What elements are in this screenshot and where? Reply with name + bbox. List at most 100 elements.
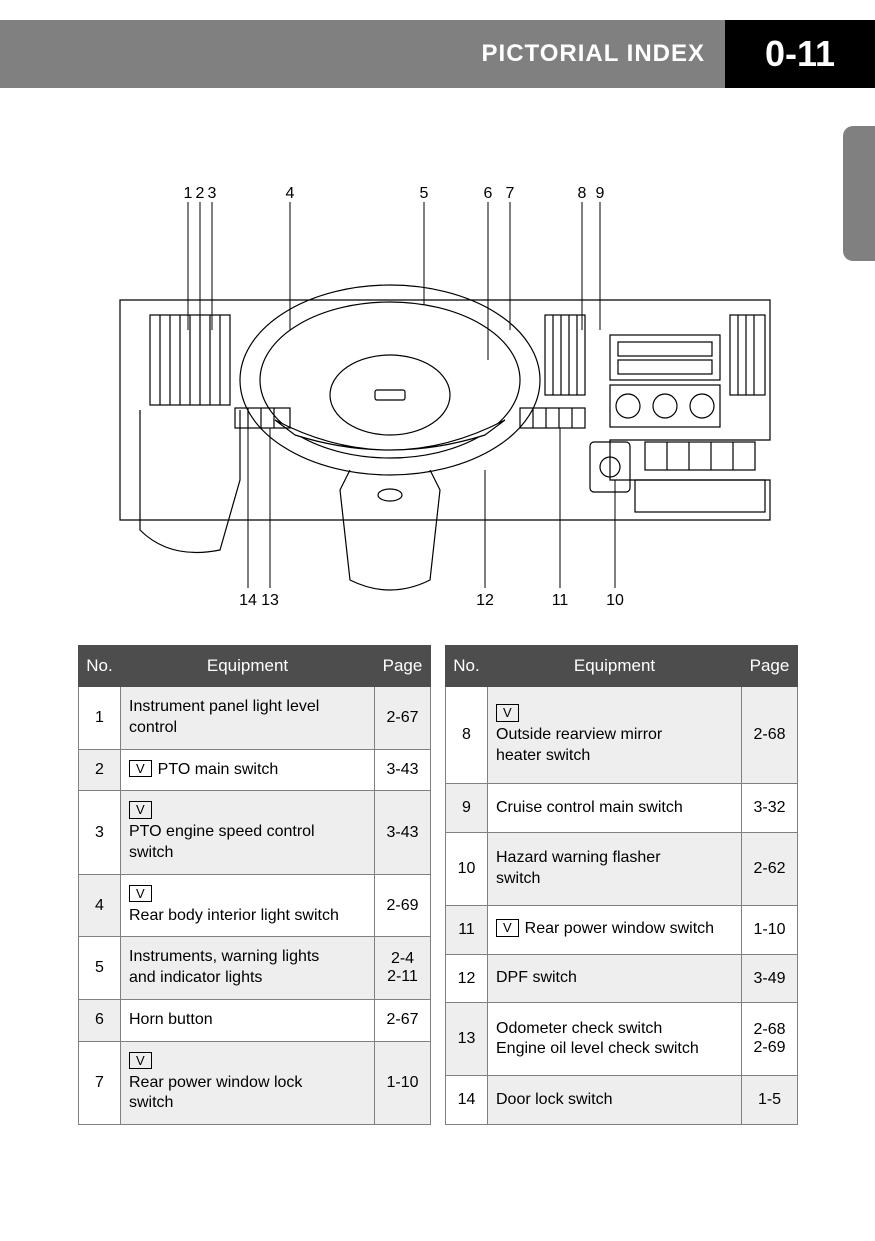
callout-label-4: 4 xyxy=(286,185,295,202)
cell-page: 3-43 xyxy=(375,749,431,791)
th-no: No. xyxy=(446,646,488,687)
callout-label-3: 3 xyxy=(208,185,217,202)
callout-label-14: 14 xyxy=(239,592,257,609)
th-page: Page xyxy=(375,646,431,687)
table-row: 13Odometer check switch Engine oil level… xyxy=(446,1003,798,1076)
cell-no: 4 xyxy=(79,874,121,937)
table-row: 11 V Rear power window switch 1-10 xyxy=(446,905,798,954)
cell-equipment: Odometer check switch Engine oil level c… xyxy=(488,1003,742,1076)
cell-no: 3 xyxy=(79,791,121,874)
variant-box: V xyxy=(129,1052,152,1070)
cell-page: 1-10 xyxy=(742,905,798,954)
equipment-text: Instrument panel light level control xyxy=(129,697,339,739)
cell-page: 3-49 xyxy=(742,954,798,1003)
callout-label-7: 7 xyxy=(506,185,515,202)
cell-page: 2-67 xyxy=(375,687,431,750)
variant-box: V xyxy=(129,801,152,819)
table-row: 4V Rear body interior light switch 2-69 xyxy=(79,874,431,937)
equipment-text: Rear body interior light switch xyxy=(129,906,339,927)
callout-label-2: 2 xyxy=(196,185,205,202)
cell-equipment: V Rear power window lock switch xyxy=(121,1041,375,1124)
equipment-text: Cruise control main switch xyxy=(496,798,683,819)
th-equipment: Equipment xyxy=(488,646,742,687)
callout-label-13: 13 xyxy=(261,592,279,609)
table-row: 14Door lock switch1-5 xyxy=(446,1076,798,1125)
callout-label-11: 11 xyxy=(552,592,569,609)
cell-no: 5 xyxy=(79,937,121,1000)
callout-label-9: 9 xyxy=(596,185,605,202)
equipment-text: Outside rearview mirror heater switch xyxy=(496,725,706,767)
header-page-number: 0-11 xyxy=(765,33,835,75)
cell-page: 2-68 2-69 xyxy=(742,1003,798,1076)
table-row: 7V Rear power window lock switch 1-10 xyxy=(79,1041,431,1124)
cell-page: 2-69 xyxy=(375,874,431,937)
variant-box: V xyxy=(129,760,152,778)
cell-page: 2-62 xyxy=(742,832,798,905)
callout-label-1: 1 xyxy=(184,185,193,202)
callout-label-10: 10 xyxy=(606,592,624,609)
equipment-text: Door lock switch xyxy=(496,1090,612,1111)
cell-page: 2-4 2-11 xyxy=(375,937,431,1000)
cell-page: 2-68 xyxy=(742,687,798,784)
header-page-box: 0-11 xyxy=(725,20,875,88)
cell-equipment: V Rear power window switch xyxy=(488,905,742,954)
cell-equipment: V Rear body interior light switch xyxy=(121,874,375,937)
side-tab xyxy=(843,126,875,261)
header-gray-bar: PICTORIAL INDEX xyxy=(0,20,725,88)
table-row: 3V PTO engine speed control switch 3-43 xyxy=(79,791,431,874)
table-row: 8V Outside rearview mirror heater switch 2… xyxy=(446,687,798,784)
cell-no: 11 xyxy=(446,905,488,954)
cell-equipment: Instruments, warning lights and indicato… xyxy=(121,937,375,1000)
cell-equipment: Cruise control main switch xyxy=(488,784,742,833)
callout-label-6: 6 xyxy=(484,185,493,202)
table-row: 12 DPF switch 3-49 xyxy=(446,954,798,1003)
cell-no: 7 xyxy=(79,1041,121,1124)
cell-equipment: V Outside rearview mirror heater switch xyxy=(488,687,742,784)
equipment-text: PTO main switch xyxy=(158,760,279,781)
cell-equipment: Door lock switch xyxy=(488,1076,742,1125)
th-no: No. xyxy=(79,646,121,687)
cell-equipment: DPF switch xyxy=(488,954,742,1003)
th-page: Page xyxy=(742,646,798,687)
dashboard-diagram: 123456789 xyxy=(90,180,780,610)
equipment-text: Odometer check switch Engine oil level c… xyxy=(496,1019,699,1061)
th-equipment: Equipment xyxy=(121,646,375,687)
table-row: 1Instrument panel light level control 2-6… xyxy=(79,687,431,750)
table-row: 9 Cruise control main switch 3-32 xyxy=(446,784,798,833)
cell-no: 12 xyxy=(446,954,488,1003)
cell-no: 2 xyxy=(79,749,121,791)
equipment-table-right: No. Equipment Page 8VOutside rearview mi… xyxy=(445,645,798,1125)
cell-no: 1 xyxy=(79,687,121,750)
variant-box: V xyxy=(496,919,519,937)
cell-no: 8 xyxy=(446,687,488,784)
callout-label-12: 12 xyxy=(476,592,494,609)
table-row: 5Instruments, warning lights and indicat… xyxy=(79,937,431,1000)
table-row: 6Horn button2-67 xyxy=(79,999,431,1041)
cell-no: 13 xyxy=(446,1003,488,1076)
dashboard-svg: 123456789 xyxy=(90,180,780,610)
header-title: PICTORIAL INDEX xyxy=(482,40,705,68)
cell-page: 1-10 xyxy=(375,1041,431,1124)
cell-page: 3-32 xyxy=(742,784,798,833)
equipment-text: Instruments, warning lights and indicato… xyxy=(129,947,339,989)
equipment-text: Rear power window lock switch xyxy=(129,1073,339,1115)
cell-equipment: Instrument panel light level control xyxy=(121,687,375,750)
cell-no: 14 xyxy=(446,1076,488,1125)
cell-equipment: V PTO main switch xyxy=(121,749,375,791)
page-header: PICTORIAL INDEX 0-11 xyxy=(0,20,875,88)
table-row: 2V PTO main switch 3-43 xyxy=(79,749,431,791)
callout-label-8: 8 xyxy=(578,185,587,202)
cell-no: 9 xyxy=(446,784,488,833)
cell-page: 3-43 xyxy=(375,791,431,874)
cell-page: 2-67 xyxy=(375,999,431,1041)
table-row: 10Hazard warning flasher switch2-62 xyxy=(446,832,798,905)
cell-no: 6 xyxy=(79,999,121,1041)
cell-equipment: Hazard warning flasher switch xyxy=(488,832,742,905)
equipment-text: PTO engine speed control switch xyxy=(129,822,339,864)
cell-no: 10 xyxy=(446,832,488,905)
equipment-text: DPF switch xyxy=(496,968,577,989)
equipment-text: Rear power window switch xyxy=(525,919,714,940)
callout-label-5: 5 xyxy=(420,185,429,202)
variant-box: V xyxy=(129,885,152,903)
variant-box: V xyxy=(496,704,519,722)
